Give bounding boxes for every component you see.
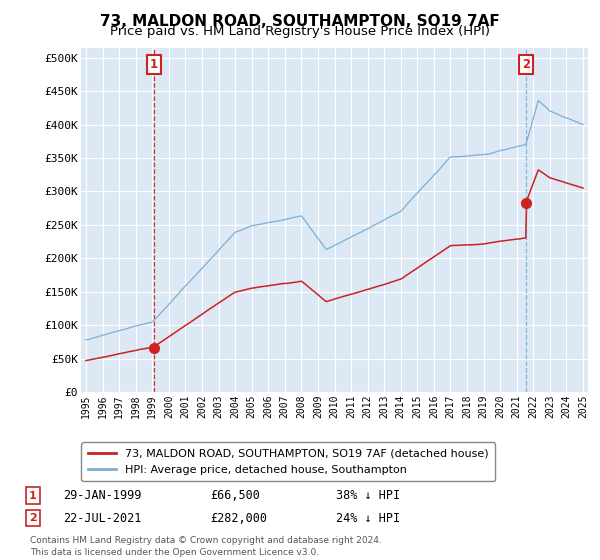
Text: Contains HM Land Registry data © Crown copyright and database right 2024.
This d: Contains HM Land Registry data © Crown c…	[30, 536, 382, 557]
Text: £282,000: £282,000	[210, 511, 267, 525]
Text: 2: 2	[522, 58, 530, 71]
Text: 24% ↓ HPI: 24% ↓ HPI	[336, 511, 400, 525]
Text: 1: 1	[149, 58, 158, 71]
Text: 73, MALDON ROAD, SOUTHAMPTON, SO19 7AF: 73, MALDON ROAD, SOUTHAMPTON, SO19 7AF	[100, 14, 500, 29]
Text: 38% ↓ HPI: 38% ↓ HPI	[336, 489, 400, 502]
Text: £66,500: £66,500	[210, 489, 260, 502]
Text: 2: 2	[29, 513, 37, 523]
Text: Price paid vs. HM Land Registry's House Price Index (HPI): Price paid vs. HM Land Registry's House …	[110, 25, 490, 38]
Text: 1: 1	[29, 491, 37, 501]
Text: 29-JAN-1999: 29-JAN-1999	[63, 489, 142, 502]
Legend: 73, MALDON ROAD, SOUTHAMPTON, SO19 7AF (detached house), HPI: Average price, det: 73, MALDON ROAD, SOUTHAMPTON, SO19 7AF (…	[82, 442, 495, 481]
Text: 22-JUL-2021: 22-JUL-2021	[63, 511, 142, 525]
